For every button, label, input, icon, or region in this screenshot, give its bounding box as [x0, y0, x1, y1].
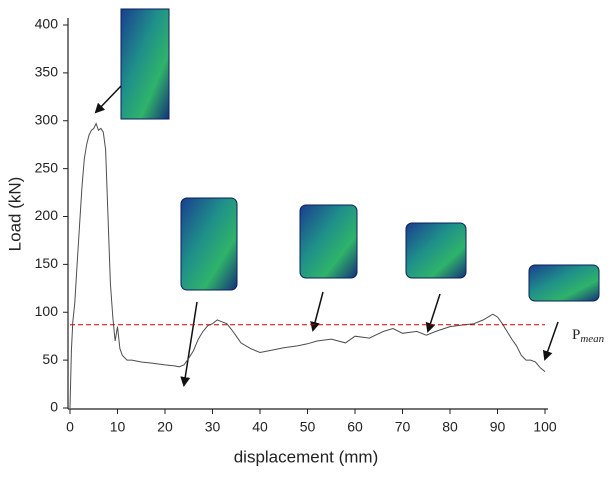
arrow [542, 321, 559, 361]
x-tick-label: 40 [252, 419, 268, 435]
mean-label-sub: mean [580, 333, 604, 345]
mean-label-main: P [572, 327, 580, 343]
fe-image [120, 8, 170, 120]
y-tick-label: 100 [35, 303, 59, 319]
y-tick-label: 250 [35, 159, 59, 175]
fe-image [180, 197, 238, 291]
fe-images [120, 8, 600, 302]
x-tick-label: 0 [66, 419, 74, 435]
y-tick-label: 150 [35, 255, 59, 271]
arrow [425, 293, 441, 333]
x-tick-label: 50 [300, 419, 316, 435]
y-tick-label: 50 [42, 351, 58, 367]
fe-image [528, 264, 600, 302]
y-tick-label: 0 [50, 399, 58, 415]
arrow [94, 85, 122, 114]
x-tick-label: 30 [205, 419, 221, 435]
mean-label: Pmean [572, 327, 605, 344]
x-tick-label: 80 [442, 419, 458, 435]
y-tick-label: 400 [35, 16, 59, 32]
x-tick-label: 70 [395, 419, 411, 435]
arrow [180, 301, 198, 387]
x-tick-label: 20 [157, 419, 173, 435]
fe-image [405, 222, 467, 279]
arrow [310, 291, 324, 332]
y-tick-label: 350 [35, 64, 59, 80]
data-line [69, 122, 546, 409]
x-tick-label: 60 [347, 419, 363, 435]
x-tick-label: 10 [110, 419, 126, 435]
y-axis-label: Load (kN) [5, 177, 24, 252]
fe-image [299, 204, 358, 279]
x-axis-label: displacement (mm) [234, 447, 379, 466]
x-tick-label: 90 [490, 419, 506, 435]
y-tick-label: 200 [35, 207, 59, 223]
x-tick-label: 100 [533, 419, 557, 435]
y-tick-label: 300 [35, 111, 59, 127]
